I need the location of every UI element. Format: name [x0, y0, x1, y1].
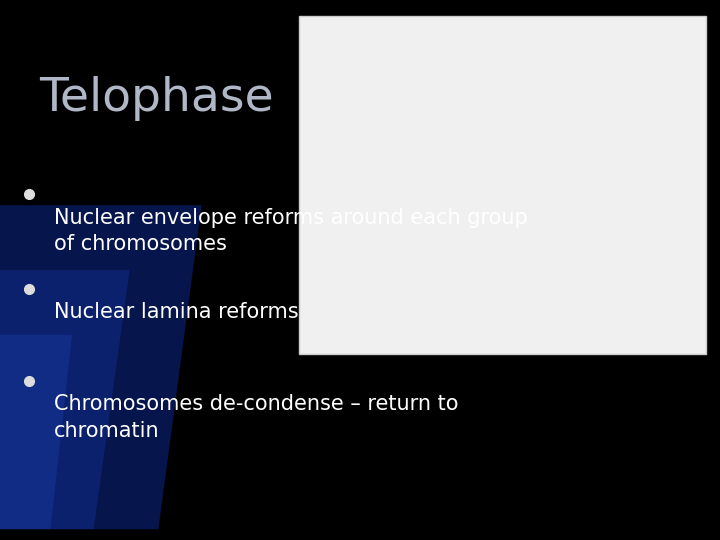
Bar: [299, 16, 706, 354]
Text: Nuclear envelope reforms around each group
of chromosomes: Nuclear envelope reforms around each gro…: [54, 208, 528, 254]
Text: Nuclear lamina reforms: Nuclear lamina reforms: [54, 302, 299, 322]
Polygon shape: [0, 205, 202, 529]
Polygon shape: [0, 270, 130, 529]
Text: Chromosomes de-condense – return to
chromatin: Chromosomes de-condense – return to chro…: [54, 394, 459, 441]
Polygon shape: [0, 335, 72, 529]
Text: Telophase: Telophase: [40, 76, 274, 120]
